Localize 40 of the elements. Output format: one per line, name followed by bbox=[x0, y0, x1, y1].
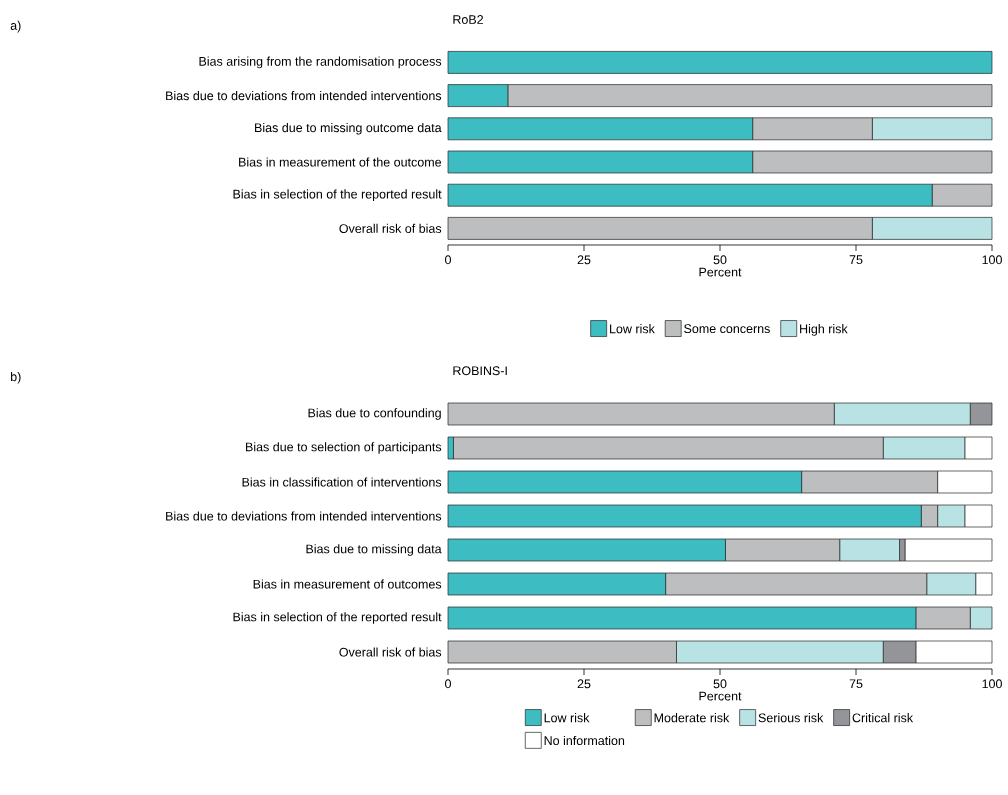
legend-label: Low risk bbox=[544, 713, 590, 723]
y-tick-label: Bias due to selection of participants bbox=[246, 442, 442, 454]
text: a) bbox=[10, 20, 21, 33]
x-tick-label: 50 bbox=[713, 255, 727, 265]
x-tick-label: 0 bbox=[445, 255, 451, 265]
y-tick-label: Bias due to confounding bbox=[308, 408, 441, 420]
y-tick-label: Overall risk of bias bbox=[339, 647, 442, 657]
legend-label: No information bbox=[544, 735, 625, 746]
y-tick-label: Bias in classification of interventions bbox=[242, 477, 442, 487]
legend-label: Low risk bbox=[610, 324, 655, 334]
y-tick-label: Bias in selection of the reported result bbox=[233, 189, 442, 202]
x-tick-label: 100 bbox=[982, 679, 1002, 689]
x-tick-label: 0 bbox=[445, 679, 451, 689]
x-tick-label: 25 bbox=[577, 255, 591, 265]
y-tick-label: Bias arising from the randomisation process bbox=[199, 56, 442, 69]
x-tick-label: 75 bbox=[849, 255, 863, 265]
y-tick-label: Bias due to missing data bbox=[306, 544, 442, 556]
bar bbox=[447, 51, 993, 74]
legend-label: Some concerns bbox=[684, 324, 770, 334]
chart-title: ROBINS-I bbox=[453, 366, 507, 376]
y-tick-label: Bias in measurement of outcomes bbox=[253, 579, 442, 589]
chart-title: RoB2 bbox=[453, 15, 484, 24]
x-axis-title: Percent bbox=[699, 267, 742, 277]
y-tick-label: Overall risk of bias bbox=[339, 223, 442, 233]
x-tick-label: 50 bbox=[713, 679, 727, 689]
y-tick-label: Bias in selection of the reported result bbox=[233, 612, 442, 624]
bar bbox=[904, 538, 993, 562]
y-tick-label: Bias due to deviations from intended interventions bbox=[166, 511, 442, 521]
legend-label: High risk bbox=[800, 324, 848, 336]
legend-label: Serious risk bbox=[758, 713, 824, 723]
x-tick-label: 100 bbox=[982, 255, 1002, 265]
x-tick-label: 25 bbox=[577, 679, 591, 689]
text: b) bbox=[11, 371, 21, 384]
x-axis-title: Percent bbox=[699, 691, 742, 701]
y-tick-label: Bias in measurement of the outcome bbox=[239, 157, 442, 167]
legend-label: Critical risk bbox=[852, 713, 914, 723]
x-tick-label: 75 bbox=[849, 679, 863, 689]
legend-label: Moderate risk bbox=[654, 713, 730, 723]
y-tick-label: Bias due to missing outcome data bbox=[255, 122, 442, 135]
y-tick-label: Bias due to deviations from intended interventions bbox=[166, 91, 442, 101]
